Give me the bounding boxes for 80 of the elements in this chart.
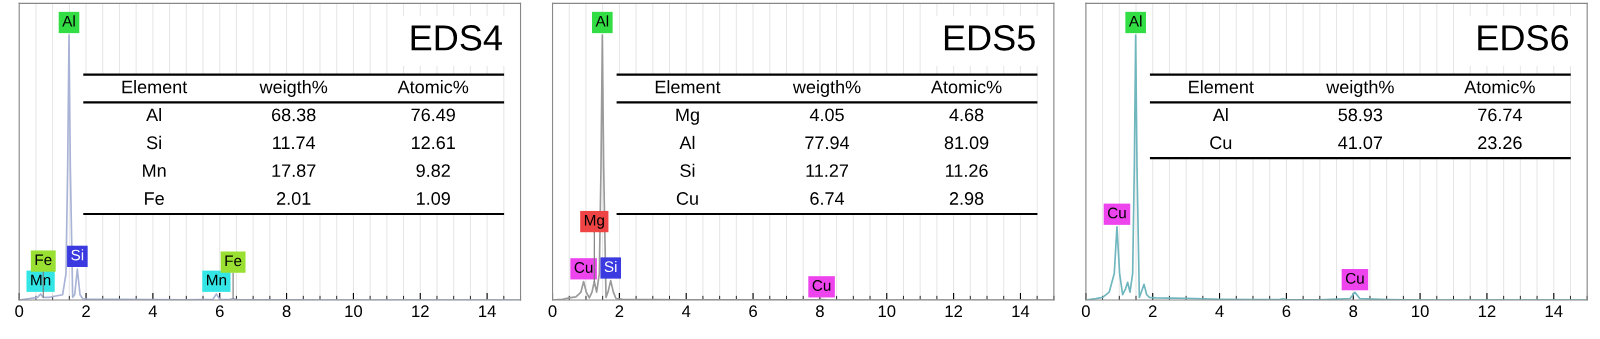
annotation: Atomic%: [930, 80, 1002, 94]
annotation: Si: [71, 249, 84, 261]
x-tick-label: 2: [1148, 305, 1157, 317]
x-tick-label: 2: [82, 305, 90, 317]
x-tick-label: 6: [749, 305, 757, 318]
annotation: Si: [604, 260, 617, 273]
annotation: Element: [655, 80, 721, 94]
x-tick-label: 8: [282, 305, 291, 318]
annotation: Fe: [35, 254, 52, 266]
x-tick-label: 0: [1081, 305, 1090, 318]
annotation: 23.26: [1478, 136, 1522, 150]
annotation: Mn: [207, 274, 227, 286]
annotation: 17.87: [272, 164, 316, 178]
annotation: 76.49: [411, 108, 455, 122]
annotation: 4.05: [809, 108, 844, 122]
annotation: 11.26: [946, 164, 988, 178]
annotation: Cu: [812, 280, 831, 291]
annotation: Cu: [1210, 136, 1232, 150]
x-tick-label: 14: [1012, 305, 1030, 317]
x-tick-label: 4: [1215, 305, 1224, 317]
x-tick-label: 6: [215, 305, 224, 318]
annotation: Mg: [584, 215, 604, 229]
annotation: 68.38: [272, 108, 316, 122]
x-tick-label: 10: [345, 305, 363, 318]
annotation: Si: [680, 163, 695, 178]
annotation: Al: [1212, 107, 1228, 122]
chart-title: EDS5: [944, 25, 1035, 51]
annotation: 41.07: [1338, 136, 1383, 150]
annotation: 2.98: [949, 192, 984, 205]
annotation: Fe: [225, 255, 242, 267]
annotation: weigth%: [259, 80, 328, 97]
annotation: 6.74: [810, 192, 845, 205]
x-tick-label: 14: [1545, 305, 1563, 317]
chart-title: EDS6: [1478, 25, 1569, 51]
x-tick-label: 12: [1478, 305, 1496, 317]
annotation: Al: [146, 107, 161, 122]
annotation: Cu: [676, 192, 698, 205]
annotation: 2.01: [277, 192, 311, 205]
annotation: Element: [1189, 80, 1254, 94]
annotation: Mg: [676, 108, 699, 125]
annotation: 58.93: [1338, 108, 1383, 122]
x-tick-label: 8: [816, 305, 824, 318]
annotation: 9.82: [416, 164, 450, 178]
annotation: Mn: [143, 164, 166, 177]
annotation: 11.27: [806, 164, 849, 177]
annotation: Cu: [1345, 272, 1364, 284]
annotation: Atomic%: [1464, 80, 1535, 94]
x-tick-label: 0: [548, 305, 557, 318]
annotation: Al: [62, 15, 75, 27]
annotation: Fe: [145, 192, 164, 205]
annotation: Si: [146, 135, 161, 150]
annotation: Mn: [31, 274, 51, 286]
annotation: 81.09: [944, 136, 989, 150]
annotation: weigth%: [792, 80, 861, 97]
annotation: Al: [679, 135, 695, 149]
annotation: Cu: [574, 262, 593, 273]
x-tick-label: 14: [479, 305, 496, 317]
chart-title: EDS4: [411, 25, 502, 51]
annotation: 4.68: [949, 108, 984, 122]
x-tick-label: 0: [15, 305, 24, 318]
x-tick-label: 4: [148, 305, 158, 317]
annotation: Al: [595, 15, 609, 27]
annotation: 1.09: [417, 192, 450, 205]
annotation: 12.61: [412, 136, 455, 150]
x-tick-label: 6: [1282, 305, 1291, 318]
x-tick-label: 10: [878, 305, 896, 318]
annotation: Atomic%: [397, 80, 469, 94]
x-tick-label: 12: [412, 305, 429, 317]
annotation: 77.94: [805, 136, 850, 150]
x-tick-label: 4: [681, 305, 691, 317]
annotation: weigth%: [1326, 80, 1394, 97]
annotation: Element: [122, 80, 188, 94]
x-tick-label: 8: [1349, 305, 1358, 318]
annotation: Al: [1128, 15, 1142, 27]
annotation: 76.74: [1478, 108, 1522, 122]
x-tick-label: 10: [1412, 305, 1429, 318]
annotation: 11.74: [273, 136, 316, 149]
annotation: Cu: [1107, 207, 1126, 219]
x-tick-label: 12: [945, 305, 963, 317]
x-tick-label: 2: [615, 305, 624, 317]
